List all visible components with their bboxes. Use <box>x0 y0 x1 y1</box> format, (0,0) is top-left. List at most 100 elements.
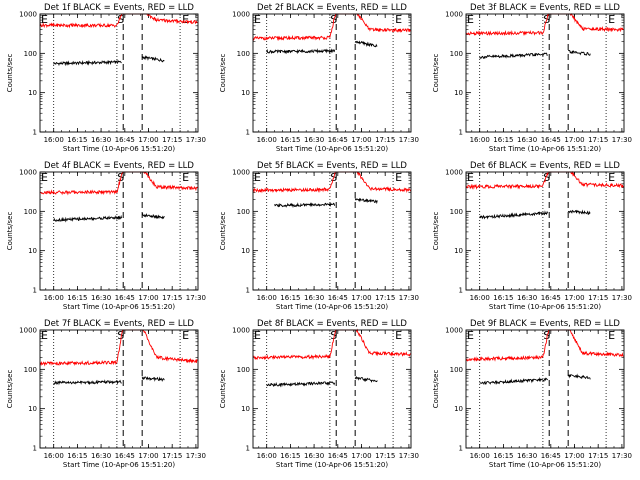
y-tick-label: 1000 <box>19 11 37 19</box>
x-tick-label: 16:45 <box>115 294 135 302</box>
y-tick-label: 10 <box>28 405 37 413</box>
lld-series-line <box>252 13 411 42</box>
x-tick-label: 17:30 <box>399 136 419 144</box>
lld-series-line <box>252 328 411 361</box>
chart-title: Det 3f BLACK = Events, RED = LLD <box>470 3 620 13</box>
events-series-line <box>141 55 165 63</box>
events-series-line <box>266 381 336 388</box>
x-tick-label: 16:15 <box>67 452 87 460</box>
marker-label-right: E <box>395 329 402 342</box>
marker-label-left: E <box>467 171 474 184</box>
x-tick-label: 16:00 <box>257 136 277 144</box>
x-tick-label: 16:15 <box>67 294 87 302</box>
y-tick-label: 1000 <box>445 327 463 335</box>
y-tick-label: 100 <box>24 208 37 216</box>
y-tick-label: 10 <box>241 89 250 97</box>
y-tick-label: 10 <box>241 405 250 413</box>
x-tick-label: 17:15 <box>375 294 395 302</box>
x-tick-label: 16:45 <box>328 136 348 144</box>
y-tick-label: 100 <box>24 366 37 374</box>
y-axis-label: Counts/sec <box>6 212 14 251</box>
x-tick-label: 16:45 <box>328 452 348 460</box>
y-tick-label: 1 <box>33 445 37 453</box>
chart-title: Det 6f BLACK = Events, RED = LLD <box>470 161 620 171</box>
plot-frame <box>39 171 199 291</box>
x-tick-label: 17:15 <box>375 452 395 460</box>
chart-title: Det 7f BLACK = Events, RED = LLD <box>44 319 194 329</box>
events-series-line <box>274 202 336 209</box>
plot-frame <box>252 329 412 449</box>
panel-det-8f: Det 8f BLACK = Events, RED = LLD Counts/s… <box>219 319 419 469</box>
x-axis-label: Start Time (10-Apr-06 15:51:20) <box>276 145 388 153</box>
x-tick-label: 16:00 <box>470 452 490 460</box>
x-tick-label: 17:15 <box>588 294 608 302</box>
y-tick-label: 1000 <box>232 327 250 335</box>
x-tick-label: 17:30 <box>186 136 206 144</box>
x-axis-label: Start Time (10-Apr-06 15:51:20) <box>276 461 388 469</box>
y-axis-label: Counts/sec <box>432 212 440 251</box>
events-series-line <box>53 214 123 223</box>
x-tick-label: 17:15 <box>375 136 395 144</box>
marker-label-right: E <box>182 13 189 26</box>
x-tick-label: 17:30 <box>612 452 632 460</box>
marker-label-middle: S <box>543 329 550 342</box>
x-tick-label: 17:00 <box>564 452 584 460</box>
x-tick-label: 17:15 <box>162 294 182 302</box>
x-tick-label: 16:00 <box>44 136 64 144</box>
x-tick-label: 17:30 <box>612 294 632 302</box>
y-tick-label: 1 <box>246 287 250 295</box>
x-tick-label: 16:45 <box>115 452 135 460</box>
y-tick-label: 10 <box>454 247 463 255</box>
marker-label-right: E <box>608 13 615 26</box>
x-axis-label: Start Time (10-Apr-06 15:51:20) <box>276 303 388 311</box>
marker-label-middle: S <box>330 329 337 342</box>
x-tick-label: 17:00 <box>351 136 371 144</box>
events-series-line <box>141 212 165 220</box>
marker-label-right: E <box>182 171 189 184</box>
x-tick-label: 17:15 <box>162 452 182 460</box>
lld-series-line <box>39 171 198 196</box>
marker-label-left: E <box>41 171 48 184</box>
y-tick-label: 1000 <box>445 169 463 177</box>
x-tick-label: 17:30 <box>399 294 419 302</box>
marker-label-middle: S <box>117 329 124 342</box>
x-tick-label: 16:30 <box>91 452 111 460</box>
x-axis-label: Start Time (10-Apr-06 15:51:20) <box>63 461 175 469</box>
y-tick-label: 1 <box>33 287 37 295</box>
plot-frame <box>39 13 199 133</box>
marker-label-right: E <box>395 171 402 184</box>
events-series-line <box>479 52 548 59</box>
x-tick-label: 16:45 <box>328 294 348 302</box>
lld-series-line <box>252 171 411 194</box>
x-tick-label: 16:15 <box>493 452 513 460</box>
events-series-line <box>479 210 549 220</box>
y-axis-label: Counts/sec <box>6 370 14 409</box>
x-tick-label: 16:30 <box>517 136 537 144</box>
marker-label-middle: S <box>543 171 550 184</box>
y-tick-label: 1 <box>33 129 37 137</box>
x-tick-label: 16:30 <box>517 452 537 460</box>
marker-label-left: E <box>254 329 261 342</box>
y-tick-label: 10 <box>454 89 463 97</box>
y-tick-label: 100 <box>24 50 37 58</box>
y-axis-label: Counts/sec <box>219 212 227 251</box>
y-tick-label: 10 <box>454 405 463 413</box>
marker-label-right: E <box>608 171 615 184</box>
lld-series-line <box>39 329 198 367</box>
marker-label-left: E <box>467 329 474 342</box>
x-tick-label: 16:45 <box>115 136 135 144</box>
y-tick-label: 1000 <box>19 169 37 177</box>
x-tick-label: 16:00 <box>44 294 64 302</box>
chart-title: Det 1f BLACK = Events, RED = LLD <box>44 3 194 13</box>
y-tick-label: 1000 <box>232 169 250 177</box>
x-tick-label: 17:00 <box>564 294 584 302</box>
x-tick-label: 17:30 <box>399 452 419 460</box>
plot-frame <box>252 13 412 133</box>
panel-det-5f: Det 5f BLACK = Events, RED = LLD Counts/s… <box>219 161 419 311</box>
x-tick-label: 17:00 <box>351 294 371 302</box>
chart-title: Det 8f BLACK = Events, RED = LLD <box>257 319 407 329</box>
x-tick-label: 17:00 <box>138 452 158 460</box>
y-tick-label: 100 <box>450 50 463 58</box>
y-tick-label: 100 <box>237 50 250 58</box>
